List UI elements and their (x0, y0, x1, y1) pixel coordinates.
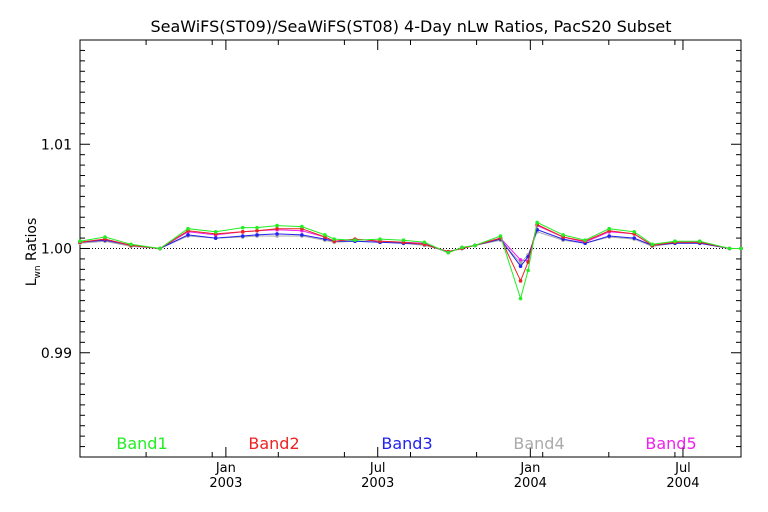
legend-band2: Band2 (248, 434, 299, 453)
series-point-band1 (103, 235, 107, 239)
series-point-band3 (607, 234, 611, 238)
series-point-band3 (300, 233, 304, 237)
series-point-band1 (213, 230, 218, 234)
series-point-band1 (353, 238, 357, 242)
y-axis-label-main: L (24, 278, 40, 286)
series-point-band1 (460, 245, 464, 250)
series-point-band3 (275, 232, 279, 236)
series-point-band1 (78, 239, 82, 244)
series-point-band3 (213, 236, 218, 240)
series-point-band1 (422, 240, 427, 245)
series-point-band1 (673, 239, 677, 244)
series-point-band1 (583, 238, 587, 242)
y-axis-label-subscript: wn (33, 265, 43, 278)
series-point-band1 (632, 230, 637, 234)
series-point-band3 (632, 236, 637, 240)
series-point-band2 (518, 279, 523, 283)
series-point-band1 (446, 250, 450, 255)
series-point-band1 (186, 226, 190, 231)
series-point-band1 (323, 233, 327, 237)
plot-area: 0.991.001.01Jan2003Jul2003Jan2004Jul2004… (41, 39, 743, 491)
series-point-band2 (255, 228, 259, 233)
series-point-band1 (300, 224, 304, 229)
series-point-band1 (378, 237, 382, 241)
x-tick-label-month: Jul (369, 461, 386, 476)
series-point-band1 (535, 220, 539, 225)
x-tick-label-month: Jul (674, 461, 691, 476)
series-point-band1 (401, 238, 406, 242)
series-point-band1 (129, 242, 133, 247)
series-point-band1 (650, 242, 655, 247)
y-axis-label-rest: Ratios (24, 218, 40, 266)
x-tick-label-month: Jan (215, 461, 236, 476)
series-line-band1 (79, 221, 741, 301)
series-point-band1 (727, 246, 732, 251)
series-point-band1 (255, 225, 259, 230)
series-point-band1 (607, 226, 611, 231)
y-tick-label: 1.01 (41, 137, 72, 153)
series-point-band3 (240, 234, 245, 238)
series-point-band3 (518, 264, 523, 269)
series-point-band1 (739, 246, 743, 251)
series-point-band1 (275, 223, 279, 228)
y-tick-label: 1.00 (41, 242, 72, 258)
legend-band3: Band3 (381, 434, 432, 453)
series-point-band2 (240, 230, 245, 234)
series-point-band1 (561, 233, 565, 237)
series-line-band2 (79, 223, 741, 283)
legend-band4: Band4 (513, 434, 564, 453)
series-point-band4 (518, 261, 523, 265)
series-point-band1 (697, 239, 702, 244)
series-point-band1 (158, 246, 162, 251)
series-point-band1 (518, 296, 523, 301)
series-point-band3 (255, 233, 259, 237)
x-tick-label-year: 2004 (514, 476, 547, 491)
legend-band1: Band1 (116, 434, 167, 453)
series-point-band1 (240, 225, 245, 230)
series-point-band1 (332, 237, 337, 241)
series-point-band5 (518, 258, 523, 262)
series-point-band1 (498, 234, 503, 238)
x-tick-label-year: 2003 (361, 476, 394, 491)
legend-band5: Band5 (645, 434, 696, 453)
y-tick-label: 0.99 (41, 346, 72, 362)
x-tick-label-month: Jan (519, 461, 540, 476)
y-axis-label: Lwn Ratios (24, 218, 43, 287)
series-point-band2 (275, 226, 279, 231)
chart-title: SeaWiFS(ST09)/SeaWiFS(ST08) 4-Day nLw Ra… (150, 17, 671, 36)
x-tick-label-year: 2003 (209, 476, 242, 491)
series-point-band1 (526, 268, 530, 273)
x-tick-label-year: 2004 (666, 476, 699, 491)
series-point-band3 (186, 233, 190, 237)
series-point-band1 (473, 243, 477, 248)
